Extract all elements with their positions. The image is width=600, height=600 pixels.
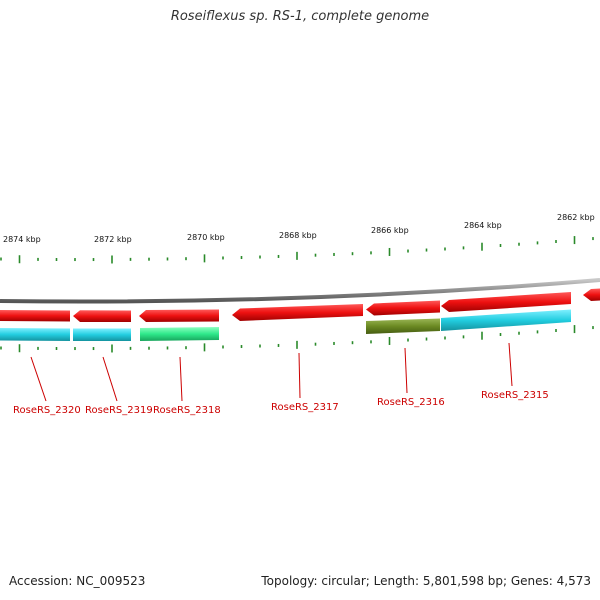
- gene-arrow-roseRS-2315[interactable]: [441, 292, 571, 312]
- scale-ticks-bottom: [0, 325, 594, 353]
- cog-block-roseRS-2319: [73, 328, 131, 341]
- cog-block-roseRS-2318: [140, 327, 219, 341]
- gene-label-roseRS-2319[interactable]: RoseRS_2319: [85, 405, 153, 416]
- kbp-label: 2862 kbp: [557, 213, 595, 222]
- gene-arrow-roseRS-2317[interactable]: [232, 304, 363, 321]
- gene-label-roseRS-2316[interactable]: RoseRS_2316: [377, 397, 445, 408]
- gene-track-cds: [0, 288, 600, 323]
- gene-arrow-roseRS-2319[interactable]: [73, 310, 131, 322]
- gene-label-roseRS-2315[interactable]: RoseRS_2315: [481, 390, 549, 401]
- genome-backbone: [0, 278, 600, 304]
- gene-arrow-next[interactable]: [583, 288, 600, 302]
- label-leaders: [30, 342, 513, 402]
- kbp-label: 2864 kbp: [464, 221, 502, 230]
- gene-arrow-roseRS-2316[interactable]: [366, 300, 440, 316]
- topology-value: Topology: circular; Length: 5,801,598 bp…: [261, 574, 591, 588]
- gene-label-roseRS-2318[interactable]: RoseRS_2318: [153, 405, 221, 416]
- gene-track-cog: [0, 309, 571, 341]
- topology-text: Topology: circular; Length: 5,801,598 bp…: [261, 574, 591, 588]
- cog-block-roseRS-2316: [366, 318, 440, 334]
- kbp-label: 2872 kbp: [94, 235, 132, 244]
- kbp-label: 2874 kbp: [3, 235, 41, 244]
- kbp-label: 2866 kbp: [371, 226, 409, 235]
- kbp-label: 2868 kbp: [279, 231, 317, 240]
- scale-ticks-top: [0, 236, 594, 264]
- accession-text: Accession: NC_009523: [9, 574, 146, 588]
- gene-arrow-roseRS-2320[interactable]: [0, 310, 70, 322]
- cog-block-roseRS-2315: [441, 309, 571, 331]
- kbp-label: 2870 kbp: [187, 233, 225, 242]
- cog-block-roseRS-2320: [0, 328, 70, 341]
- genome-title: Roseiflexus sp. RS-1, complete genome: [170, 9, 430, 24]
- gene-label-roseRS-2320[interactable]: RoseRS_2320: [13, 405, 81, 416]
- gene-label-roseRS-2317[interactable]: RoseRS_2317: [271, 402, 339, 413]
- gene-arrow-roseRS-2318[interactable]: [139, 309, 219, 323]
